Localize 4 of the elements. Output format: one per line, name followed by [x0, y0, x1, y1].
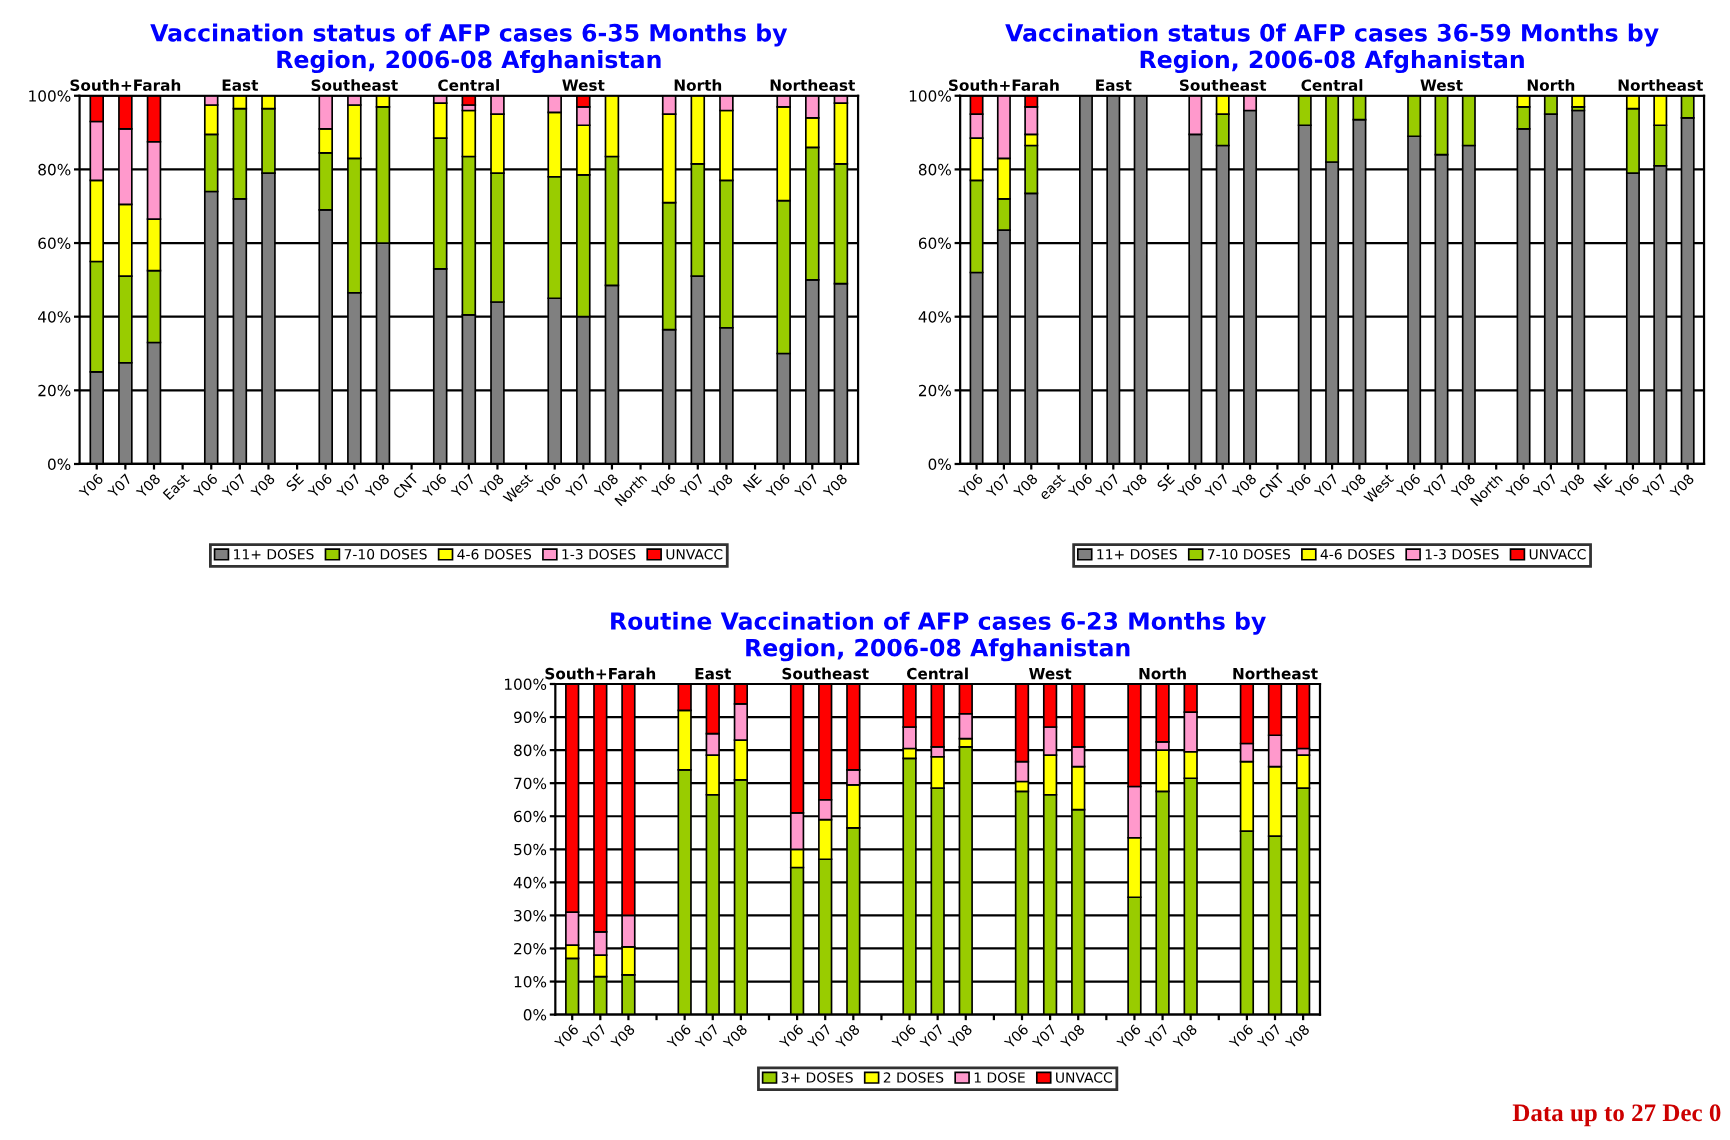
- text: Data up to 27 Dec 0: [1512, 1104, 1721, 1127]
- chart-title: Vaccination status of AFP cases 6-35 Months by Region, 2006-08 Afghanistan: [150, 23, 788, 74]
- chart-title: Routine Vaccination of AFP cases 6-23 Months by Region, 2006-08 Afghanistan: [611, 611, 1266, 662]
- chart-title: Vaccination status 0f AFP cases 36-59 Months by Region, 2006-08 Afghanistan: [1005, 23, 1659, 74]
